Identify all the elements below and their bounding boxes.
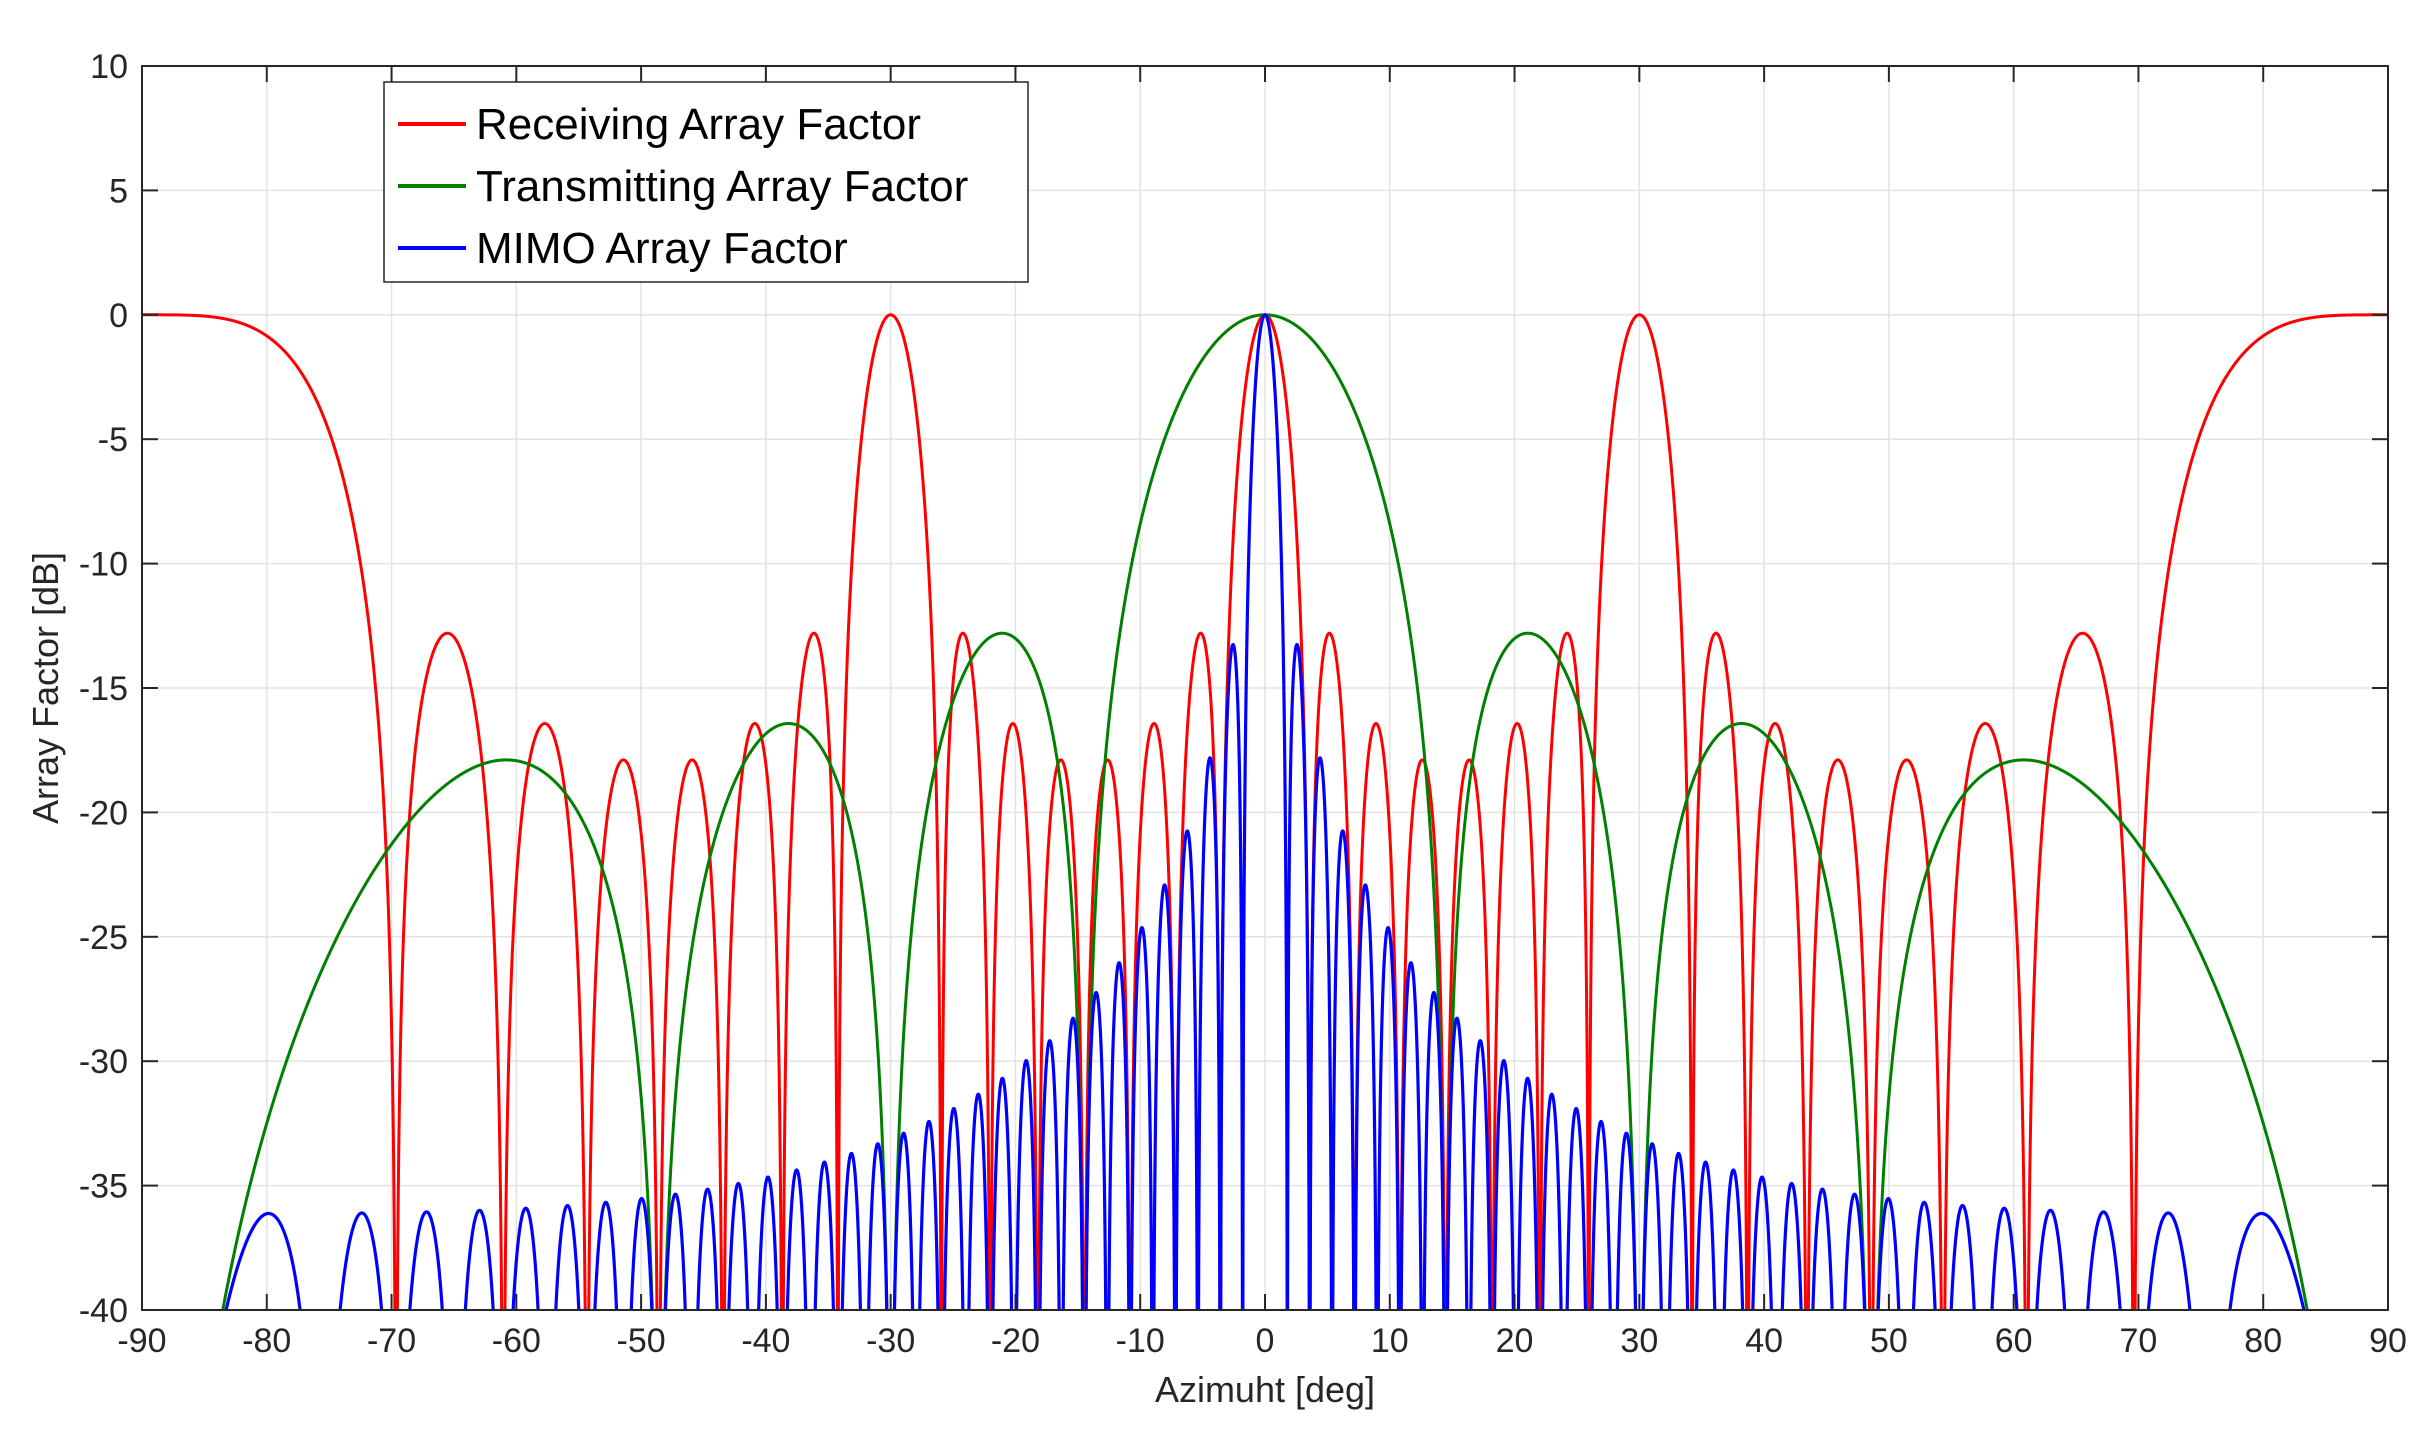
x-tick-label: 10 bbox=[1371, 1322, 1409, 1360]
y-tick-label: -15 bbox=[79, 670, 128, 708]
x-tick-label: -20 bbox=[991, 1322, 1040, 1360]
legend-label-mimo: MIMO Array Factor bbox=[476, 224, 848, 273]
x-tick-label: -60 bbox=[492, 1322, 541, 1360]
y-tick-label: -25 bbox=[79, 919, 128, 957]
series-line-mimo bbox=[224, 313, 2306, 1310]
legend-entry-receiving: Receiving Array Factor bbox=[398, 100, 921, 149]
legend-box bbox=[383, 81, 1029, 283]
y-tick-label: 5 bbox=[109, 172, 128, 210]
y-tick-label: 0 bbox=[109, 297, 128, 335]
x-tick-label: 90 bbox=[2369, 1322, 2407, 1360]
x-tick-label: -10 bbox=[1116, 1322, 1165, 1360]
x-tick-label: 20 bbox=[1496, 1322, 1534, 1360]
x-tick-label: -50 bbox=[617, 1322, 666, 1360]
x-axis-label: Azimuht [deg] bbox=[1155, 1369, 1375, 1410]
legend-entry-mimo: MIMO Array Factor bbox=[398, 224, 848, 273]
legend-label-receiving: Receiving Array Factor bbox=[476, 100, 921, 149]
x-tick-labels: -90 -80 -70 -60 -50 -40 -30 -20 -10 0 10 20 30 40 50 60… bbox=[117, 1322, 2406, 1360]
x-tick-label: -30 bbox=[866, 1322, 915, 1360]
x-tick-label: 50 bbox=[1870, 1322, 1908, 1360]
y-tick-label: -5 bbox=[98, 421, 128, 459]
x-tick-label: 30 bbox=[1620, 1322, 1658, 1360]
series-lines bbox=[142, 313, 2388, 1310]
y-tick-label: -10 bbox=[79, 546, 128, 584]
legend-entry-transmitting: Transmitting Array Factor bbox=[398, 162, 968, 211]
y-axis-label: Array Factor [dB] bbox=[25, 552, 66, 824]
axis-ticks bbox=[141, 65, 2389, 1311]
x-tick-label: 60 bbox=[1995, 1322, 2033, 1360]
y-tick-label: -30 bbox=[79, 1043, 128, 1081]
x-tick-label: 70 bbox=[2120, 1322, 2158, 1360]
y-tick-label: -20 bbox=[79, 794, 128, 832]
legend: Receiving Array Factor Transmitting Arra… bbox=[383, 81, 1029, 283]
y-tick-label: 10 bbox=[90, 48, 128, 86]
y-tick-labels: 10 5 0 -5 -10 -15 -20 -25 -30 -35 -40 bbox=[79, 48, 128, 1330]
x-tick-label: 80 bbox=[2244, 1322, 2282, 1360]
x-tick-label: 0 bbox=[1256, 1322, 1275, 1360]
x-tick-label: -40 bbox=[741, 1322, 790, 1360]
x-tick-label: -90 bbox=[117, 1322, 166, 1360]
y-tick-label: -40 bbox=[79, 1292, 128, 1330]
x-tick-label: -70 bbox=[367, 1322, 416, 1360]
x-tick-label: 40 bbox=[1745, 1322, 1783, 1360]
x-tick-label: -80 bbox=[242, 1322, 291, 1360]
legend-label-transmitting: Transmitting Array Factor bbox=[476, 162, 968, 211]
y-tick-label: -35 bbox=[79, 1168, 128, 1206]
